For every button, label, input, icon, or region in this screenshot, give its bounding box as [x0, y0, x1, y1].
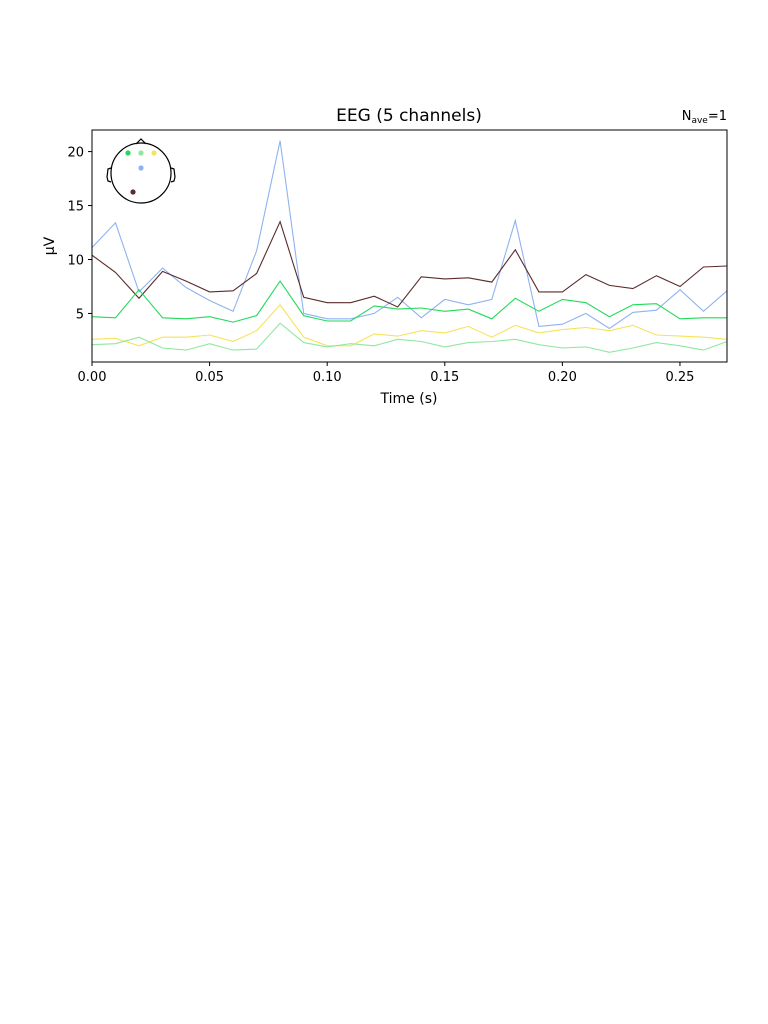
sensor-dot-5 — [130, 189, 136, 195]
nave-suffix: =1 — [708, 109, 727, 124]
x-tick-label: 0.25 — [665, 370, 694, 385]
nave-label: Nave=1 — [682, 109, 727, 126]
y-tick-label: 15 — [67, 200, 84, 215]
series-line-1 — [91, 140, 728, 330]
series-line-2 — [91, 220, 728, 308]
y-axis: 5 10 15 20 — [67, 146, 92, 322]
series-line-5 — [91, 322, 728, 353]
sensor-dots — [125, 150, 157, 195]
y-tick-label: 10 — [67, 253, 84, 268]
plot-frame — [91, 129, 728, 363]
x-axis-label: Time (s) — [380, 391, 438, 407]
x-tick-label: 0.00 — [78, 370, 107, 385]
y-axis-label: µV — [42, 236, 58, 255]
sensor-dot-3 — [151, 150, 157, 156]
series-line-3 — [91, 280, 727, 323]
head-outline — [110, 142, 172, 204]
x-tick-label: 0.05 — [195, 370, 224, 385]
series-layer — [91, 140, 728, 353]
y-tick-label: 20 — [67, 146, 84, 161]
x-axis: 0.00 0.05 0.10 0.15 0.20 0.25 — [78, 362, 694, 385]
sensor-dot-4 — [138, 165, 144, 171]
x-tick-label: 0.15 — [430, 370, 459, 385]
left-ear-icon — [106, 167, 112, 183]
nave-prefix: N — [682, 109, 692, 124]
x-tick-label: 0.20 — [548, 370, 577, 385]
right-ear-icon — [170, 167, 176, 183]
chart-title: EEG (5 channels) — [336, 106, 482, 126]
sensor-dot-1 — [125, 150, 131, 156]
y-tick-label: 5 — [76, 307, 84, 322]
series-line-4 — [91, 303, 728, 347]
sensor-head-map — [106, 138, 176, 204]
nose-icon — [135, 138, 147, 145]
nave-subscript: ave — [691, 116, 708, 126]
x-tick-label: 0.10 — [313, 370, 342, 385]
sensor-dot-2 — [138, 150, 144, 156]
